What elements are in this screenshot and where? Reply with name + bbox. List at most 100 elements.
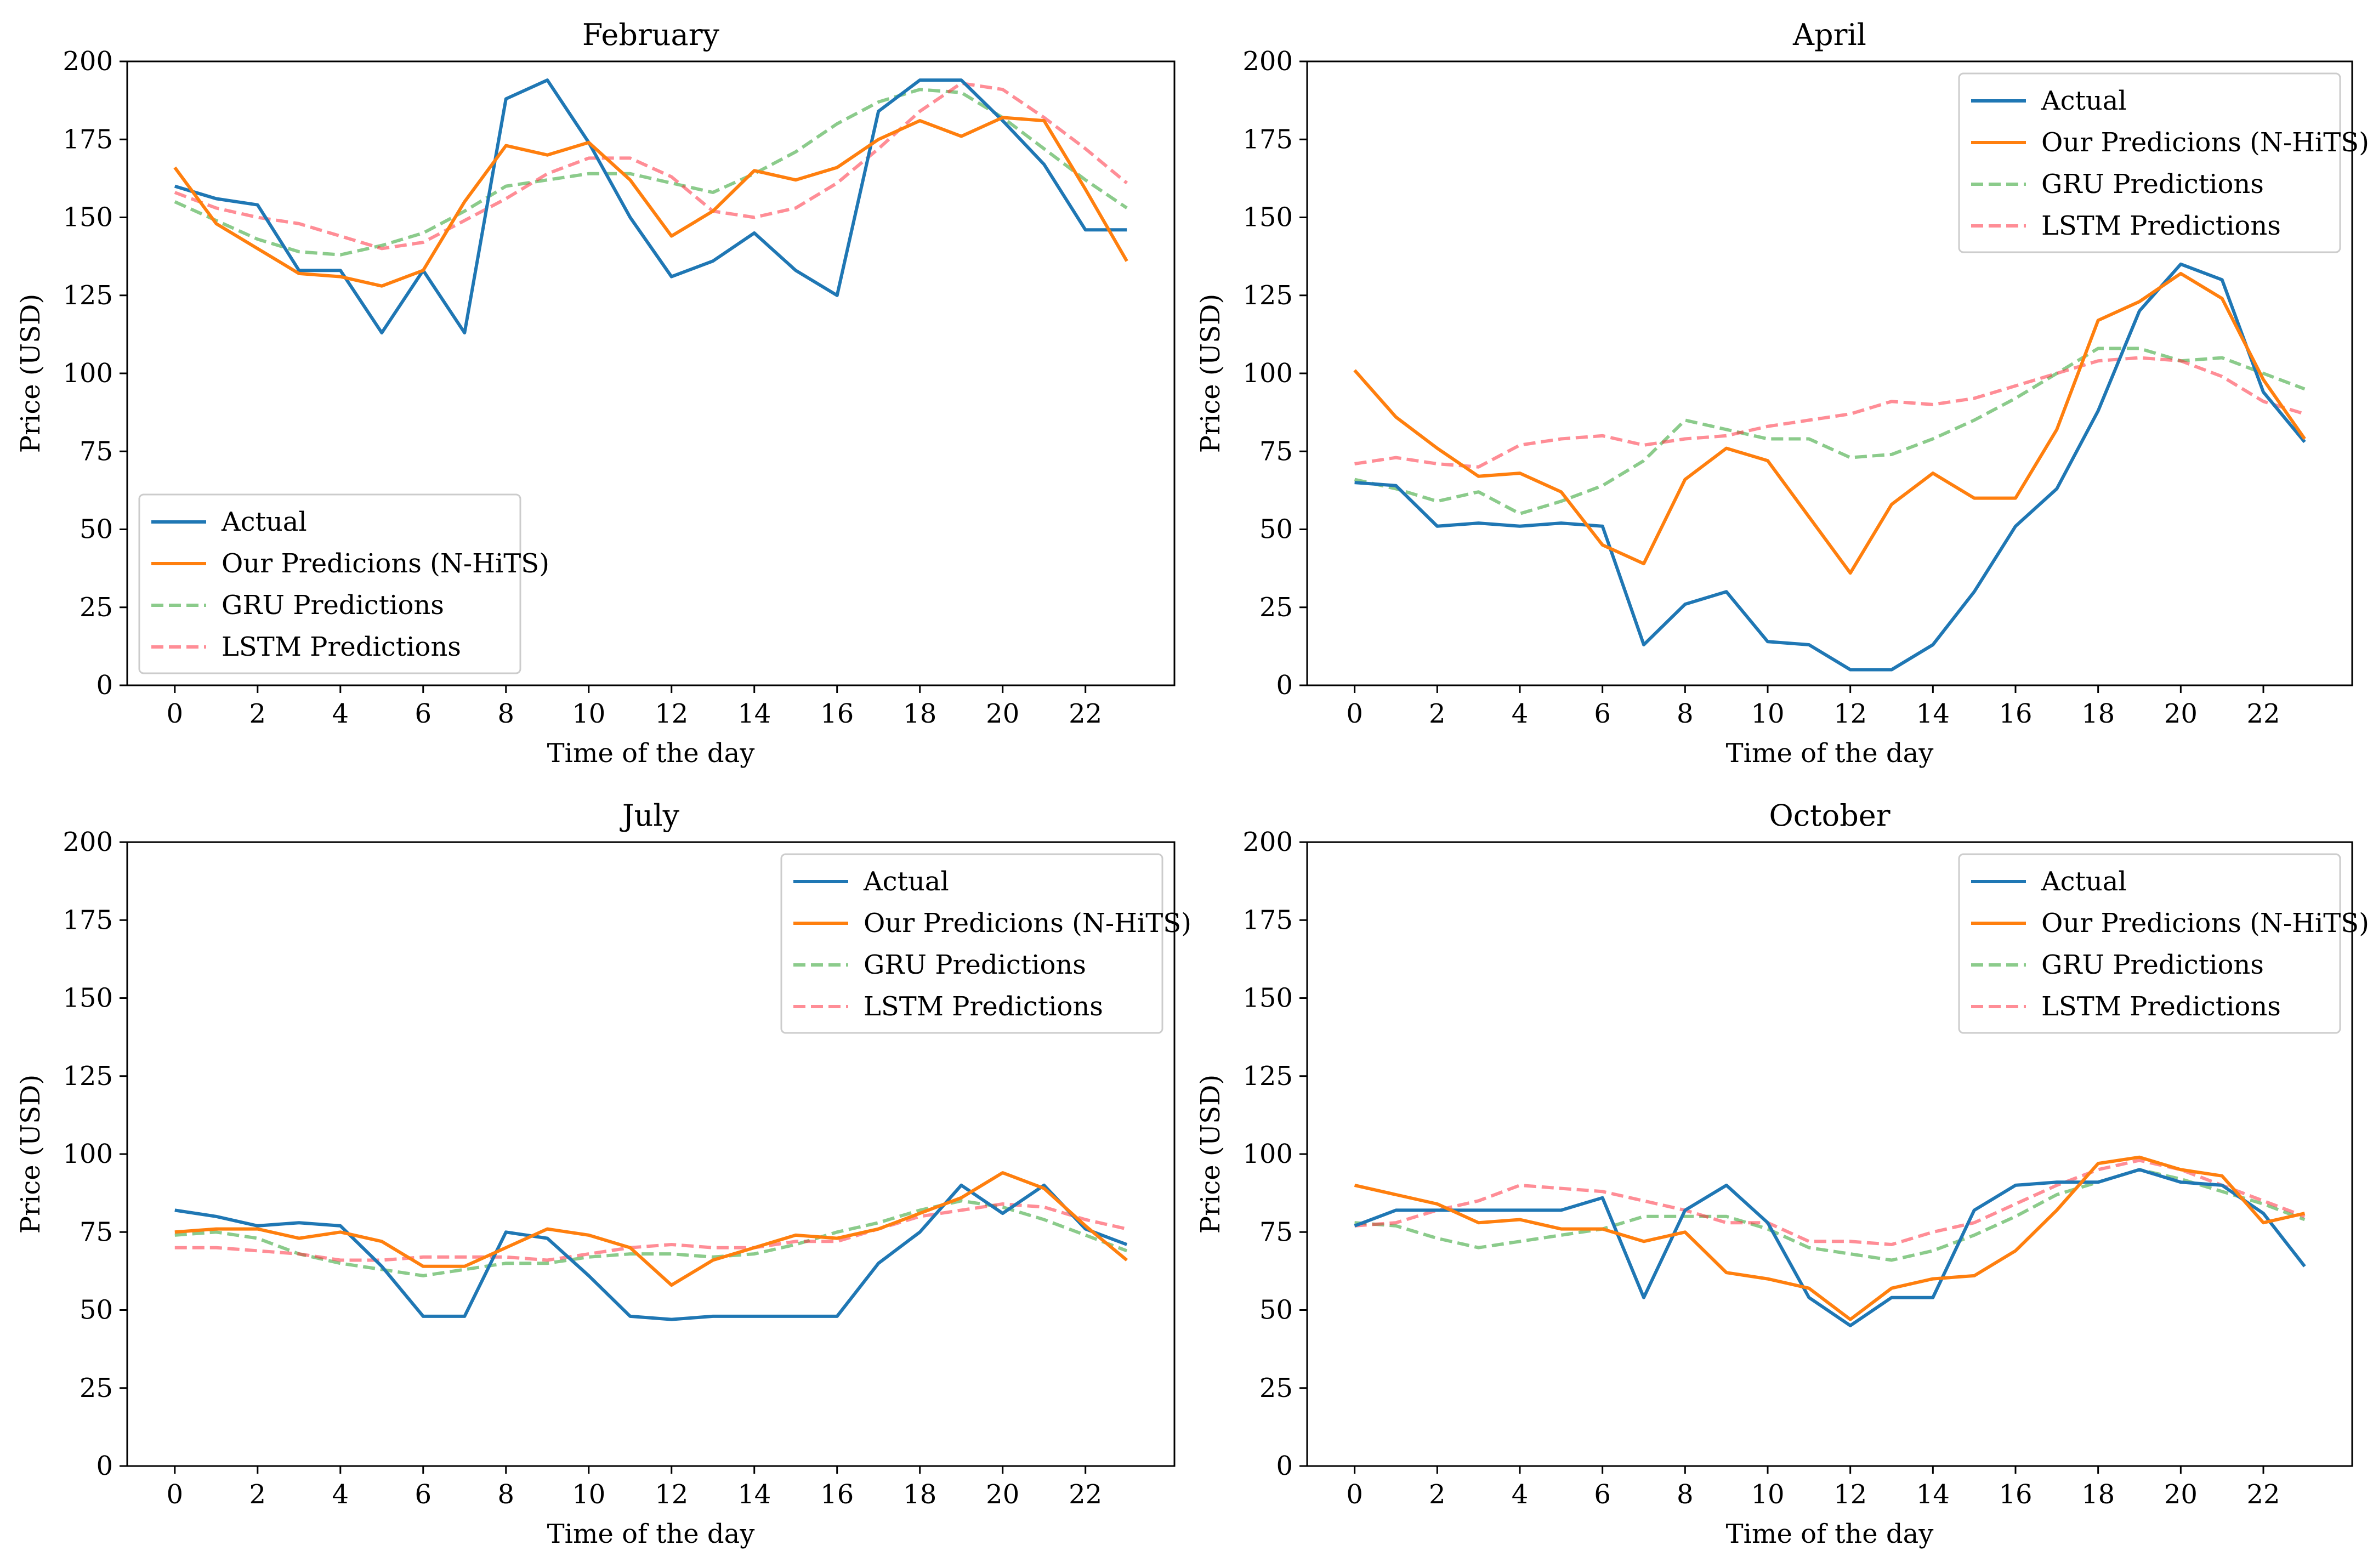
x-tick-label: 22 [1069, 1479, 1102, 1510]
y-tick-label: 200 [63, 827, 113, 857]
chart-title: July [620, 798, 680, 833]
x-axis-label: Time of the day [547, 738, 755, 769]
x-tick-label: 10 [1751, 698, 1784, 729]
x-tick-label: 2 [1429, 698, 1446, 729]
x-tick-label: 14 [1916, 1479, 1950, 1510]
series-line-gru [174, 1199, 1128, 1277]
x-tick-label: 6 [415, 1479, 432, 1510]
x-tick-label: 22 [2246, 698, 2280, 729]
y-tick-label: 25 [1259, 592, 1293, 623]
legend-label-gru: GRU Predictions [2041, 169, 2264, 200]
y-tick-label: 0 [96, 1451, 113, 1481]
x-tick-label: 8 [497, 1479, 514, 1510]
series-group [174, 1171, 1128, 1321]
y-tick-label: 25 [80, 592, 113, 623]
x-tick-label: 8 [497, 698, 514, 729]
x-tick-label: 22 [1069, 698, 1102, 729]
x-tick-label: 4 [1512, 1479, 1529, 1510]
y-axis-label: Price (USD) [15, 1075, 46, 1234]
series-line-lstm [174, 81, 1128, 251]
y-tick-label: 150 [63, 983, 113, 1014]
x-tick-label: 18 [2081, 698, 2115, 729]
legend-label-lstm: LSTM Predictions [864, 991, 1103, 1022]
x-tick-label: 18 [903, 1479, 936, 1510]
series-line-actual [1354, 262, 2306, 672]
y-tick-label: 175 [1242, 124, 1293, 155]
y-tick-label: 200 [63, 46, 113, 77]
series-line-nhits [173, 116, 1128, 288]
y-tick-label: 150 [1242, 202, 1293, 233]
y-tick-label: 150 [63, 202, 113, 233]
y-tick-label: 100 [1242, 1139, 1293, 1169]
chart-panel-july: July 0 2 4 6 8 10 12 14 16 18 20 22 0 25 50 75 100 125 150 1… [15, 798, 1191, 1549]
legend-label-nhits: Our Predicions (N-HiTS) [222, 548, 549, 579]
legend-label-actual: Actual [863, 866, 949, 897]
series-line-lstm [174, 1202, 1127, 1262]
y-tick-label: 125 [1242, 1061, 1293, 1092]
y-tick-label: 100 [63, 1139, 113, 1169]
legend-label-gru: GRU Predictions [222, 590, 444, 621]
x-axis-label: Time of the day [1726, 1519, 1934, 1549]
x-tick-label: 14 [1916, 698, 1950, 729]
y-axis-label: Price (USD) [1195, 294, 1226, 453]
x-tick-label: 22 [2246, 1479, 2280, 1510]
x-tick-label: 4 [1512, 698, 1529, 729]
x-tick-label: 0 [167, 1479, 184, 1510]
x-tick-label: 16 [1999, 698, 2032, 729]
chart-panel-april: April 0 2 4 6 8 10 12 14 16 18 20 22 0 25 50 75 100 125 150… [1195, 18, 2369, 769]
x-tick-label: 2 [1429, 1479, 1446, 1510]
y-tick-label: 50 [1259, 514, 1293, 545]
x-tick-label: 16 [1999, 1479, 2032, 1510]
x-tick-label: 18 [2081, 1479, 2115, 1510]
series-line-nhits [1354, 1155, 2306, 1321]
legend-box [1958, 853, 2341, 1034]
legend: Actual Our Predicions (N-HiTS) GRU Predict… [1958, 853, 2369, 1034]
y-tick-label: 25 [80, 1373, 113, 1404]
chart-title: October [1769, 798, 1890, 833]
legend-label-nhits: Our Predicions (N-HiTS) [2041, 908, 2369, 939]
y-tick-label: 125 [1242, 280, 1293, 311]
legend-box [138, 493, 521, 674]
y-tick-label: 125 [63, 1061, 113, 1092]
x-tick-label: 12 [655, 1479, 688, 1510]
y-tick-label: 175 [63, 124, 113, 155]
legend-label-actual: Actual [2041, 866, 2127, 897]
series-line-gru [1354, 1168, 2306, 1262]
legend-label-gru: GRU Predictions [864, 950, 1086, 980]
x-tick-label: 4 [332, 698, 349, 729]
x-tick-label: 10 [572, 698, 605, 729]
x-tick-label: 12 [1833, 698, 1867, 729]
x-tick-label: 12 [1833, 1479, 1867, 1510]
legend-label-lstm: LSTM Predictions [2041, 211, 2281, 241]
x-tick-label: 6 [1594, 1479, 1611, 1510]
series-line-actual [174, 78, 1127, 334]
x-axis-label: Time of the day [547, 1519, 755, 1549]
y-tick-label: 0 [96, 670, 113, 701]
y-tick-label: 175 [1242, 905, 1293, 935]
y-axis-label: Price (USD) [15, 294, 46, 453]
chart-panel-february: February 0 2 4 6 8 10 12 14 16 18 20 22 0 25 50 75 100 125… [15, 18, 1176, 769]
series-line-nhits [174, 1171, 1128, 1287]
y-tick-label: 75 [80, 436, 113, 467]
chart-panel-october: October 0 2 4 6 8 10 12 14 16 18 20 22 0 25 50 75 100 125 1… [1195, 798, 2369, 1549]
x-tick-label: 16 [820, 1479, 854, 1510]
series-group [1354, 1155, 2306, 1327]
x-tick-label: 20 [2164, 698, 2198, 729]
y-tick-label: 150 [1242, 983, 1293, 1014]
legend: Actual Our Predicions (N-HiTS) GRU Predict… [780, 853, 1191, 1034]
y-tick-label: 75 [1259, 436, 1293, 467]
series-line-lstm [1354, 356, 2306, 469]
series-group [173, 78, 1128, 334]
y-tick-label: 50 [80, 514, 113, 545]
y-tick-label: 125 [63, 280, 113, 311]
x-tick-label: 18 [903, 698, 936, 729]
legend-label-gru: GRU Predictions [2041, 950, 2264, 980]
y-tick-label: 50 [80, 1295, 113, 1326]
y-axis-label: Price (USD) [1195, 1075, 1226, 1234]
x-tick-label: 14 [737, 1479, 771, 1510]
series-line-actual [174, 1183, 1128, 1321]
legend: Actual Our Predicions (N-HiTS) GRU Predict… [138, 493, 549, 674]
series-line-gru [174, 88, 1128, 257]
legend-label-actual: Actual [221, 507, 307, 537]
